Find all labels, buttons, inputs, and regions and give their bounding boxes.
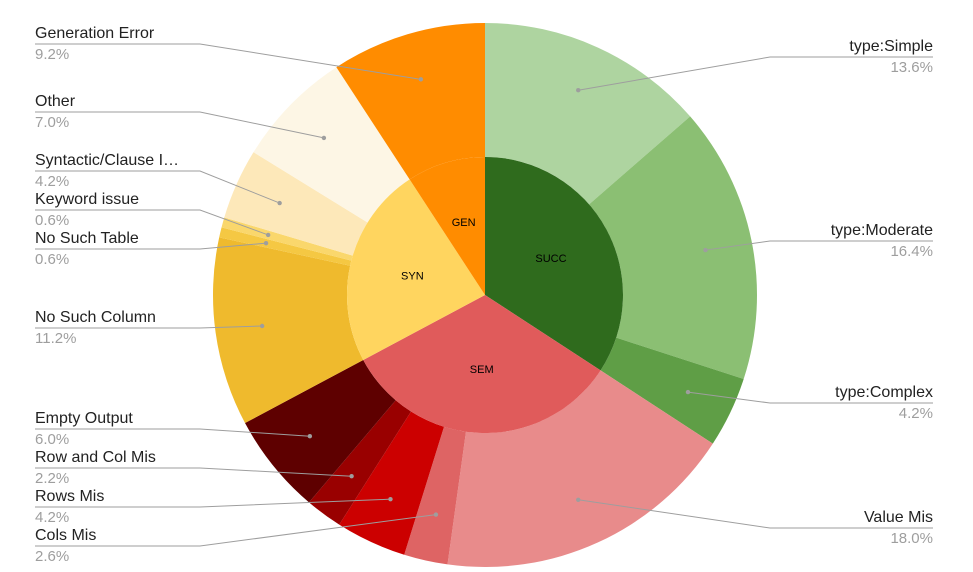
leader-line xyxy=(687,391,933,404)
leader-dot xyxy=(307,434,313,439)
label-name: Rows Mis xyxy=(35,488,104,505)
label-value: 4.2% xyxy=(35,173,69,190)
inner-label: GEN xyxy=(452,217,476,229)
leader-dot xyxy=(265,232,271,238)
outer-segment xyxy=(253,67,410,223)
inner-segment xyxy=(409,157,485,295)
leader-dot xyxy=(418,77,424,82)
outer-segment xyxy=(309,400,412,525)
leader-line xyxy=(35,242,267,250)
leader-line xyxy=(35,209,269,236)
label-name: Keyword issue xyxy=(35,191,139,208)
leader-line xyxy=(35,43,421,80)
label-name: Syntactic/Clause I… xyxy=(35,152,179,169)
leader-dot xyxy=(263,240,269,246)
label-value: 2.6% xyxy=(35,548,69,565)
label-value: 0.6% xyxy=(35,212,69,229)
leader-line xyxy=(705,240,933,251)
label-value: 13.6% xyxy=(890,59,933,76)
inner-label: SEM xyxy=(470,364,494,376)
leader-line xyxy=(35,514,436,547)
leader-dot xyxy=(685,389,691,395)
leader-dot xyxy=(388,496,393,502)
label-name: Value Mis xyxy=(864,509,933,526)
outer-segment xyxy=(589,116,757,380)
outer-segment xyxy=(245,359,396,503)
label-value: 11.2% xyxy=(35,330,76,347)
label-value: 7.0% xyxy=(35,114,69,131)
label-value: 0.6% xyxy=(35,251,69,268)
leader-dot xyxy=(321,135,327,141)
leader-dot xyxy=(259,323,265,329)
label-name: Row and Col Mis xyxy=(35,449,156,466)
outer-segment xyxy=(212,237,364,424)
leader-line xyxy=(35,467,352,477)
outer-segment xyxy=(221,217,353,261)
label-value: 4.2% xyxy=(35,509,69,526)
leader-dot xyxy=(433,512,439,517)
leader-line xyxy=(578,56,933,91)
inner-label: SUCC xyxy=(535,253,566,265)
label-name: type:Complex xyxy=(835,384,933,401)
inner-segment xyxy=(346,179,485,360)
leader-line xyxy=(578,499,933,529)
label-value: 4.2% xyxy=(899,405,933,422)
label-value: 16.4% xyxy=(890,243,933,260)
label-value: 9.2% xyxy=(35,46,69,63)
outer-segment xyxy=(336,23,485,180)
outer-segment xyxy=(224,152,368,256)
label-name: type:Moderate xyxy=(831,222,933,239)
label-name: Cols Mis xyxy=(35,527,96,544)
leader-dot xyxy=(703,247,708,253)
inner-segment xyxy=(485,157,623,371)
outer-segment xyxy=(219,227,352,266)
leader-line xyxy=(35,111,325,139)
label-value: 2.2% xyxy=(35,470,69,487)
label-name: Empty Output xyxy=(35,410,133,427)
outer-segment xyxy=(485,23,691,205)
leader-line xyxy=(35,170,280,204)
label-name: type:Simple xyxy=(849,38,933,55)
leader-dot xyxy=(576,88,581,93)
label-name: No Such Table xyxy=(35,230,139,247)
leader-line xyxy=(35,498,391,508)
inner-segment xyxy=(363,295,601,433)
label-name: Other xyxy=(35,93,76,110)
label-name: No Such Column xyxy=(35,309,156,326)
inner-label: SYN xyxy=(401,270,424,282)
leader-line xyxy=(35,428,310,437)
leader-dot xyxy=(349,473,354,479)
label-name: Generation Error xyxy=(35,25,155,42)
label-value: 18.0% xyxy=(890,530,933,547)
label-value: 6.0% xyxy=(35,431,69,448)
outer-segment xyxy=(600,337,744,444)
outer-segment xyxy=(339,411,445,555)
leader-dot xyxy=(576,497,581,502)
outer-segment xyxy=(447,370,713,567)
leader-line xyxy=(35,325,263,329)
leader-dot xyxy=(277,200,282,206)
outer-segment xyxy=(404,426,466,565)
